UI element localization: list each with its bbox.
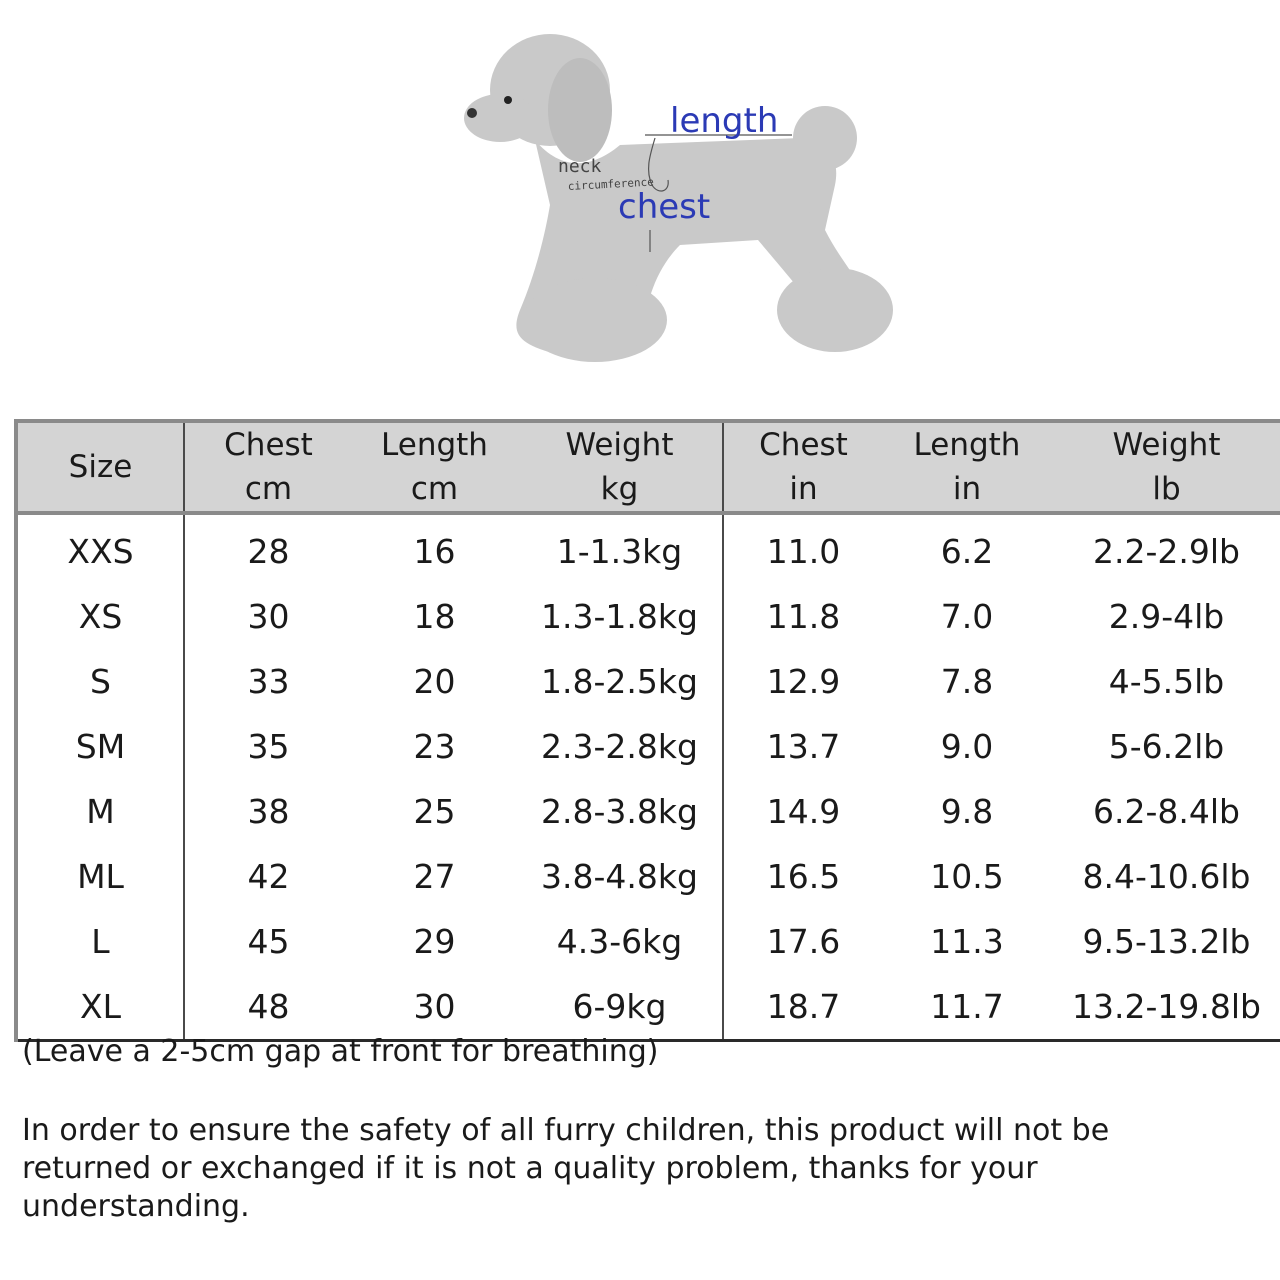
header-chest-cm-unit: cm <box>244 471 293 507</box>
cell-weight-kg: 3.8-4.8kg <box>541 857 698 896</box>
cell-length-in: 10.5 <box>930 857 1004 896</box>
cell-length-in: 9.0 <box>940 727 994 766</box>
dog-eye-icon <box>504 96 512 104</box>
cell-weight-lb: 2.9-4lb <box>1108 597 1225 636</box>
length-label: length <box>670 101 778 141</box>
cell-length-cm: 27 <box>413 857 456 896</box>
cell-chest-cm: 35 <box>247 727 290 766</box>
header-row: Size Chest cm Length cm Weight kg Chest … <box>14 419 1280 515</box>
cell-length-in: 7.0 <box>940 597 994 636</box>
cell-length-cm: 16 <box>413 532 456 571</box>
cell-length-cm: 23 <box>413 727 456 766</box>
cell-size: SM <box>14 714 185 779</box>
cell-weight-lb: 4-5.5lb <box>1108 662 1225 701</box>
header-length-cm: Length cm <box>352 419 517 515</box>
header-weight-kg-unit: kg <box>600 471 639 507</box>
cell-weight-lb: 8.4-10.6lb <box>1082 857 1251 896</box>
cell-length-cm: 25 <box>413 792 456 831</box>
cell-weight-kg: 1.8-2.5kg <box>541 662 698 701</box>
cell-length-cm: 29 <box>413 922 456 961</box>
cell-weight-kg: 4.3-6kg <box>556 922 683 961</box>
cell-weight-lb: 2.2-2.9lb <box>1093 532 1240 571</box>
header-length-cm-unit: cm <box>410 471 459 507</box>
cell-length-in: 11.3 <box>930 922 1004 961</box>
cell-size: S <box>14 649 185 714</box>
cell-chest-cm: 45 <box>247 922 290 961</box>
cell-length-in: 6.2 <box>940 532 994 571</box>
header-length-in-label: Length <box>913 427 1021 463</box>
cell-chest-in: 11.0 <box>722 513 883 584</box>
cell-weight-lb: 9.5-13.2lb <box>1082 922 1251 961</box>
header-chest-in-unit: in <box>789 471 818 507</box>
cell-size: XXS <box>14 513 185 584</box>
neck-label: neck <box>558 156 602 177</box>
header-length-in-unit: in <box>952 471 982 507</box>
table-row: XS 30 18 1.3-1.8kg 11.8 7.0 2.9-4lb <box>14 584 1280 649</box>
cell-chest-in: 18.7 <box>722 974 883 1042</box>
header-chest-cm: Chest cm <box>184 419 352 515</box>
cell-size: M <box>14 779 185 844</box>
header-weight-lb-label: Weight <box>1112 427 1221 463</box>
cell-weight-kg: 6-9kg <box>517 974 723 1042</box>
cell-size: XL <box>14 974 185 1042</box>
table-row: XL 48 30 6-9kg 18.7 11.7 13.2-19.8lb <box>14 974 1280 1042</box>
cell-chest-in: 16.5 <box>722 844 883 909</box>
cell-size: ML <box>14 844 185 909</box>
cell-weight-kg: 2.3-2.8kg <box>541 727 698 766</box>
table-row: L 45 29 4.3-6kg 17.6 11.3 9.5-13.2lb <box>14 909 1280 974</box>
header-weight-lb-unit: lb <box>1152 471 1181 507</box>
table-body: XXS 28 16 1-1.3kg 11.0 6.2 2.2-2.9lb XS 30 18 1.3-… <box>14 513 1280 1042</box>
cell-weight-kg: 2.8-3.8kg <box>541 792 698 831</box>
table-row: SM 35 23 2.3-2.8kg 13.7 9.0 5-6.2lb <box>14 714 1280 779</box>
table-header: Size Chest cm Length cm Weight kg Chest … <box>14 419 1280 515</box>
table-row: XXS 28 16 1-1.3kg 11.0 6.2 2.2-2.9lb <box>14 513 1280 584</box>
cell-chest-in: 11.8 <box>722 584 883 649</box>
cell-length-in: 7.8 <box>940 662 994 701</box>
cell-weight-lb: 6.2-8.4lb <box>1093 792 1240 831</box>
chest-label: chest <box>618 187 710 227</box>
header-weight-kg-label: Weight <box>565 427 674 463</box>
table-row: M 38 25 2.8-3.8kg 14.9 9.8 6.2-8.4lb <box>14 779 1280 844</box>
cell-chest-cm: 38 <box>247 792 290 831</box>
cell-length-in: 11.7 <box>883 974 1051 1042</box>
cell-chest-cm: 30 <box>247 597 290 636</box>
dog-silhouette <box>464 34 893 362</box>
return-policy-note: In order to ensure the safety of all fur… <box>22 1113 1110 1224</box>
header-weight-kg: Weight kg <box>517 419 723 515</box>
cell-chest-cm: 48 <box>184 974 352 1042</box>
cell-length-cm: 18 <box>413 597 456 636</box>
dog-nose-icon <box>467 108 477 118</box>
cell-weight-lb: 5-6.2lb <box>1108 727 1225 766</box>
table-row: S 33 20 1.8-2.5kg 12.9 7.8 4-5.5lb <box>14 649 1280 714</box>
header-chest-cm-label: Chest <box>224 427 313 463</box>
table-row: ML 42 27 3.8-4.8kg 16.5 10.5 8.4-10.6lb <box>14 844 1280 909</box>
header-length-cm-label: Length <box>381 427 488 463</box>
header-size: Size <box>14 419 185 515</box>
size-chart-table: Size Chest cm Length cm Weight kg Chest … <box>14 419 1280 1042</box>
header-weight-lb: Weight lb <box>1051 419 1280 515</box>
circumference-label: circumference <box>567 176 654 193</box>
cell-length-cm: 30 <box>352 974 517 1042</box>
cell-weight-lb: 13.2-19.8lb <box>1051 974 1280 1042</box>
measurement-lines <box>645 134 792 252</box>
cell-chest-cm: 33 <box>247 662 290 701</box>
cell-size: XS <box>14 584 185 649</box>
cell-chest-in: 12.9 <box>722 649 883 714</box>
dog-measurement-diagram: length neck circumference chest <box>464 34 893 362</box>
header-chest-in-label: Chest <box>759 427 848 463</box>
cell-chest-cm: 28 <box>247 532 290 571</box>
cell-chest-in: 13.7 <box>722 714 883 779</box>
header-length-in: Length in <box>883 419 1051 515</box>
cell-chest-in: 17.6 <box>722 909 883 974</box>
cell-weight-kg: 1-1.3kg <box>556 532 683 571</box>
header-chest-in: Chest in <box>722 419 883 515</box>
cell-length-cm: 20 <box>413 662 456 701</box>
breathing-gap-note: (Leave a 2-5cm gap at front for breathin… <box>22 1034 659 1069</box>
cell-length-in: 9.8 <box>940 792 994 831</box>
cell-weight-kg: 1.3-1.8kg <box>541 597 698 636</box>
cell-size: L <box>14 909 185 974</box>
header-size-label: Size <box>68 449 133 485</box>
cell-chest-cm: 42 <box>247 857 290 896</box>
cell-chest-in: 14.9 <box>722 779 883 844</box>
